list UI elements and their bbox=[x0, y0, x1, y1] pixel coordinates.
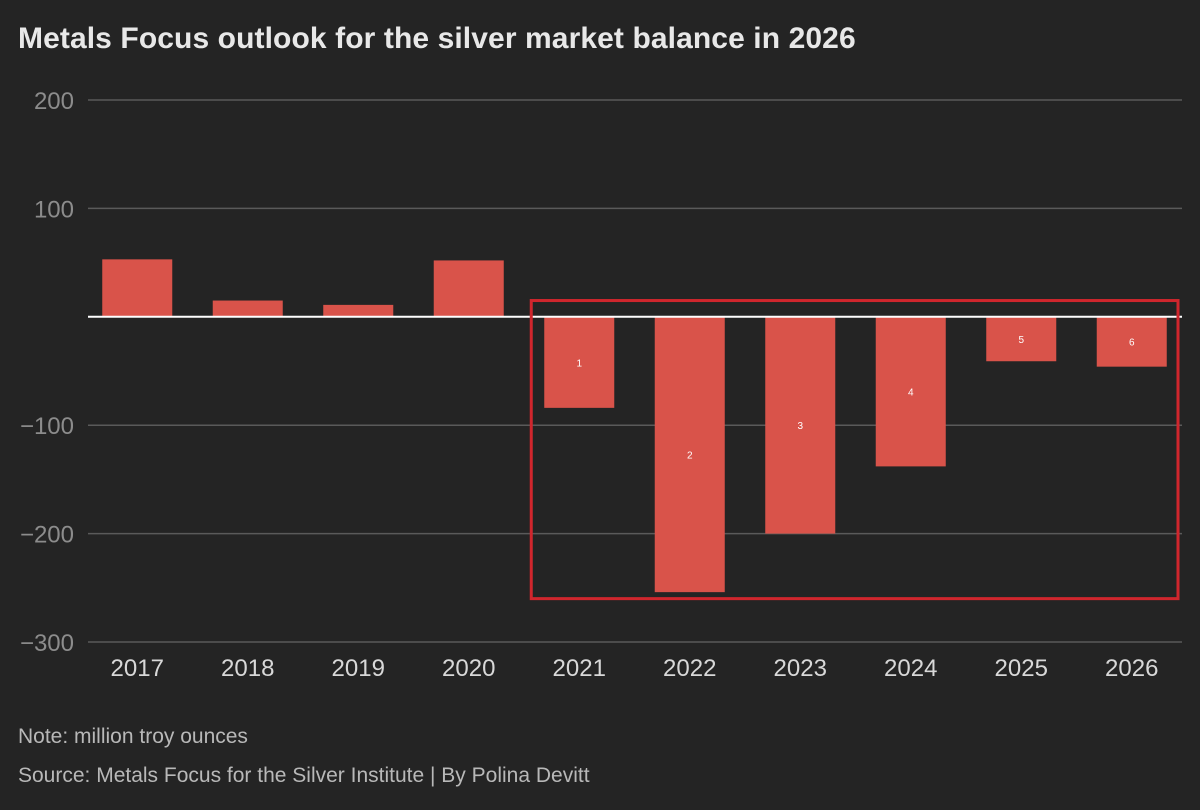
bar-label-2025: 5 bbox=[1018, 335, 1024, 346]
bar-label-2021: 1 bbox=[576, 358, 582, 369]
highlight-box-layer bbox=[529, 299, 1180, 601]
y-tick-label-neg200: −200 bbox=[20, 522, 74, 549]
x-tick-label-2023: 2023 bbox=[774, 655, 827, 682]
bars bbox=[102, 259, 1167, 593]
chart-title: Metals Focus outlook for the silver mark… bbox=[18, 22, 856, 55]
y-tick-label-neg100: −100 bbox=[20, 413, 74, 440]
x-tick-label-2026: 2026 bbox=[1105, 655, 1158, 682]
bar-2026 bbox=[1096, 316, 1167, 367]
x-tick-label-2024: 2024 bbox=[884, 655, 937, 682]
y-tick-label-neg300: −300 bbox=[20, 630, 74, 657]
bar-label-2024: 4 bbox=[908, 388, 914, 399]
x-tick-label-2025: 2025 bbox=[995, 655, 1048, 682]
bar-label-2023: 3 bbox=[797, 421, 803, 432]
x-axis-tick-labels: 2017 2018 2019 2020 2021 2022 2023 2024 2025 2026 bbox=[111, 655, 1159, 682]
x-tick-label-2018: 2018 bbox=[221, 655, 274, 682]
y-axis-tick-labels: 200 100 −100 −200 −300 bbox=[20, 88, 74, 657]
chart-source: Source: Metals Focus for the Silver Inst… bbox=[18, 764, 590, 787]
bar-label-2026: 6 bbox=[1129, 338, 1135, 349]
bar-2023 bbox=[765, 316, 836, 534]
bar-2018 bbox=[212, 300, 283, 317]
bar-labels: 1 2 3 4 5 6 bbox=[576, 335, 1135, 461]
bar-2025 bbox=[986, 316, 1057, 362]
highlight-box bbox=[529, 299, 1180, 601]
x-tick-label-2022: 2022 bbox=[663, 655, 716, 682]
bar-2021 bbox=[544, 316, 615, 408]
x-tick-label-2021: 2021 bbox=[553, 655, 606, 682]
chart-note: Note: million troy ounces bbox=[18, 725, 248, 748]
grid-lines bbox=[88, 99, 1182, 643]
y-tick-label-200: 200 bbox=[34, 88, 74, 115]
x-tick-label-2017: 2017 bbox=[111, 655, 164, 682]
bar-2022 bbox=[654, 316, 725, 593]
bar-2019 bbox=[323, 304, 394, 317]
y-tick-label-100: 100 bbox=[34, 196, 74, 223]
bar-label-2022: 2 bbox=[687, 450, 693, 461]
x-tick-label-2020: 2020 bbox=[442, 655, 495, 682]
bar-2020 bbox=[433, 260, 504, 317]
bar-2024 bbox=[875, 316, 946, 467]
x-tick-label-2019: 2019 bbox=[332, 655, 385, 682]
bar-2017 bbox=[102, 259, 173, 317]
